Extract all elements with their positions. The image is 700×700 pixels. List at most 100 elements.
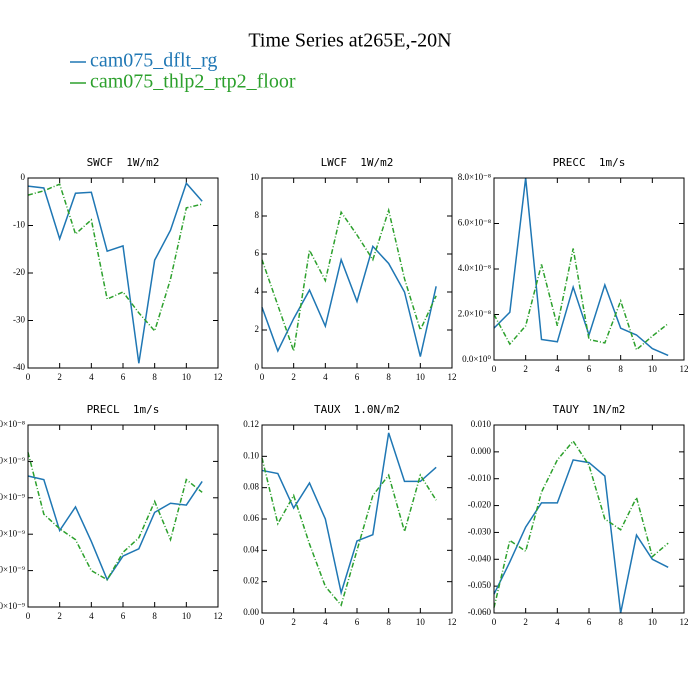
x-tick-label: 8 <box>386 372 391 382</box>
plot-frame <box>493 424 685 614</box>
y-tick-label: 10 <box>250 172 260 182</box>
series-line <box>493 177 669 357</box>
y-tick-label: 0.10 <box>243 450 259 460</box>
y-tick-label: 8.0×10⁻⁹ <box>0 455 25 465</box>
x-tick-label: 8 <box>152 611 157 621</box>
y-tick-label: 0 <box>255 362 260 372</box>
y-tick-label: -0.060 <box>468 607 492 617</box>
x-tick-label: 6 <box>587 617 592 627</box>
x-tick-label: 12 <box>680 364 689 374</box>
x-tick-label: 4 <box>89 372 94 382</box>
y-tick-label: 4.0×10⁻⁹ <box>0 528 25 538</box>
y-tick-label: 1.0×10⁻⁸ <box>0 419 25 429</box>
x-tick-label: 6 <box>587 364 592 374</box>
x-tick-label: 2 <box>523 364 528 374</box>
y-tick-label: -0.010 <box>468 473 492 483</box>
subplot-title: TAUY 1N/m2 <box>553 403 626 416</box>
x-tick-label: 0 <box>260 372 265 382</box>
x-tick-label: 10 <box>416 617 426 627</box>
y-tick-label: 0.010 <box>471 419 492 429</box>
legend-label: cam075_dflt_rg <box>90 50 217 72</box>
y-tick-label: -0.040 <box>468 553 492 563</box>
series-line <box>27 181 203 364</box>
y-tick-label: 8 <box>255 210 260 220</box>
series-line <box>27 452 203 581</box>
series-line <box>27 183 203 333</box>
series-line <box>493 459 669 614</box>
x-tick-label: 2 <box>523 617 528 627</box>
plot-frame <box>27 424 219 608</box>
y-tick-label: 0.0×10⁰ <box>462 354 491 364</box>
x-tick-label: 6 <box>121 372 126 382</box>
y-tick-label: 2.0×10⁻⁸ <box>458 309 491 319</box>
series-line <box>261 207 437 352</box>
y-tick-label: 0.08 <box>243 482 259 492</box>
x-tick-label: 12 <box>448 617 457 627</box>
x-tick-label: 10 <box>182 372 192 382</box>
y-tick-label: 0.04 <box>243 544 259 554</box>
y-tick-label: 6.0×10⁻⁸ <box>458 218 491 228</box>
x-tick-label: 4 <box>89 611 94 621</box>
y-tick-label: -0.050 <box>468 580 492 590</box>
x-tick-label: 2 <box>57 611 62 621</box>
x-tick-label: 8 <box>618 617 623 627</box>
x-tick-label: 2 <box>291 617 296 627</box>
y-tick-label: 0.02 <box>243 576 259 586</box>
series-line <box>493 439 669 608</box>
y-tick-label: 0.00 <box>243 607 259 617</box>
x-tick-label: 0 <box>26 611 31 621</box>
series-line <box>261 244 437 357</box>
x-tick-label: 10 <box>648 617 658 627</box>
y-tick-label: 4 <box>255 286 260 296</box>
subplot-title: LWCF 1W/m2 <box>321 156 394 169</box>
x-tick-label: 2 <box>291 372 296 382</box>
y-tick-label: 6.0×10⁻⁹ <box>0 492 25 502</box>
y-tick-label: -0.030 <box>468 526 492 536</box>
x-tick-label: 10 <box>182 611 192 621</box>
x-tick-label: 12 <box>214 611 223 621</box>
x-tick-label: 4 <box>323 617 328 627</box>
x-tick-label: 6 <box>121 611 126 621</box>
plot-frame <box>27 177 219 369</box>
x-tick-label: 12 <box>214 372 223 382</box>
series-line <box>493 248 669 352</box>
x-tick-label: 8 <box>152 372 157 382</box>
x-tick-label: 10 <box>416 372 426 382</box>
plot-frame <box>493 177 685 361</box>
y-tick-label: 8.0×10⁻⁸ <box>458 172 491 182</box>
series-line <box>261 432 437 596</box>
y-tick-label: 0.06 <box>243 513 259 523</box>
subplot-title: PRECL 1m/s <box>87 403 160 416</box>
x-tick-label: 0 <box>26 372 31 382</box>
legend-label: cam075_thlp2_rtp2_floor <box>90 71 296 93</box>
x-tick-label: 0 <box>492 364 497 374</box>
y-tick-label: 0.000 <box>471 446 492 456</box>
plot-frame <box>261 177 453 369</box>
x-tick-label: 8 <box>618 364 623 374</box>
y-tick-label: -30 <box>13 315 25 325</box>
y-tick-label: 6 <box>255 248 260 258</box>
x-tick-label: 4 <box>555 364 560 374</box>
y-tick-label: 0.12 <box>243 419 259 429</box>
x-tick-label: 6 <box>355 372 360 382</box>
x-tick-label: 4 <box>323 372 328 382</box>
y-tick-label: 4.0×10⁻⁸ <box>458 263 491 273</box>
x-tick-label: 12 <box>448 372 457 382</box>
series-line <box>261 457 437 607</box>
y-tick-label: -10 <box>13 220 25 230</box>
y-tick-label: -0.020 <box>468 500 492 510</box>
x-tick-label: 2 <box>57 372 62 382</box>
subplot-title: SWCF 1W/m2 <box>87 156 160 169</box>
y-tick-label: -20 <box>13 267 25 277</box>
x-tick-label: 10 <box>648 364 658 374</box>
x-tick-label: 4 <box>555 617 560 627</box>
x-tick-label: 0 <box>492 617 497 627</box>
x-tick-label: 8 <box>386 617 391 627</box>
subplot-title: TAUX 1.0N/m2 <box>314 403 400 416</box>
y-tick-label: -40 <box>13 362 25 372</box>
figure-title: Time Series at265E,-20N <box>248 30 451 52</box>
x-tick-label: 6 <box>355 617 360 627</box>
plot-frame <box>261 424 453 614</box>
